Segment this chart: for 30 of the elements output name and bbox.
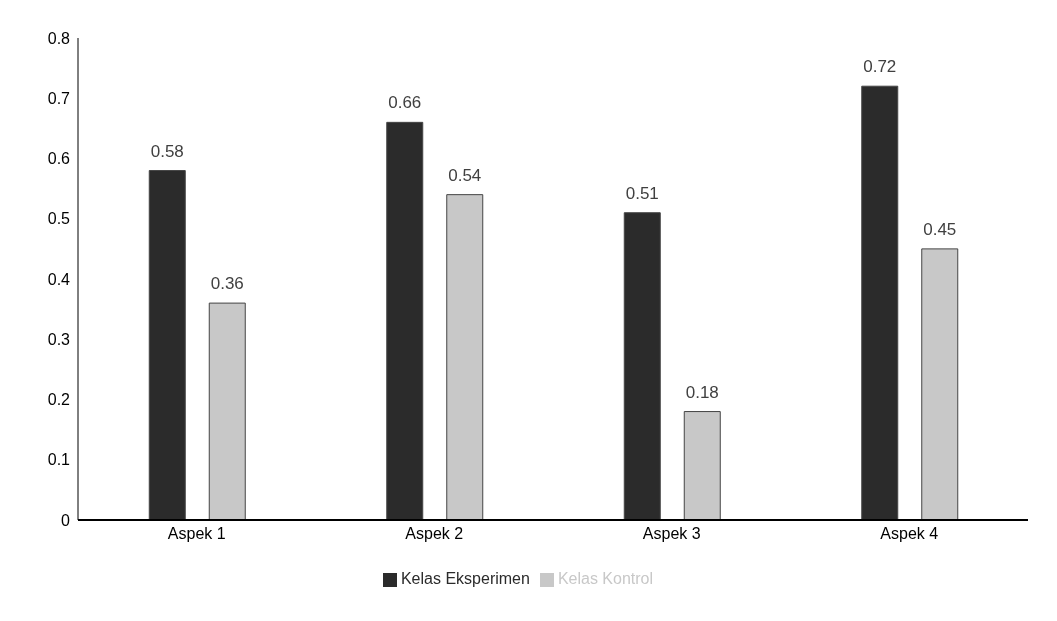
legend-label: Kelas Eksperimen xyxy=(400,570,530,587)
bar xyxy=(861,85,899,520)
data-label: 0.51 xyxy=(625,183,659,203)
data-label: 0.54 xyxy=(448,165,482,185)
bar xyxy=(623,212,661,520)
bar xyxy=(148,170,186,520)
data-label: 0.45 xyxy=(923,219,957,239)
y-tick-label: 0.7 xyxy=(47,89,71,107)
data-label: 0.66 xyxy=(388,93,422,113)
bar xyxy=(386,121,424,520)
y-tick-label: 0.3 xyxy=(47,330,71,348)
bar xyxy=(208,302,246,520)
x-tick-label: Aspek 2 xyxy=(405,525,464,543)
y-tick-label: 0 xyxy=(61,511,71,529)
y-tick-label: 0.5 xyxy=(47,210,71,228)
x-tick-label: Aspek 1 xyxy=(167,525,226,543)
y-tick-label: 0.4 xyxy=(47,270,71,288)
y-tick-label: 0.6 xyxy=(47,150,71,168)
data-label: 0.36 xyxy=(210,274,244,294)
x-tick-label: Aspek 3 xyxy=(642,525,701,543)
data-label: 0.72 xyxy=(863,57,897,77)
data-label: 0.18 xyxy=(685,382,719,402)
y-tick-label: 0.8 xyxy=(47,29,71,47)
bar xyxy=(683,411,721,520)
x-tick-label: Aspek 4 xyxy=(880,525,939,543)
y-tick-label: 0.2 xyxy=(47,391,71,409)
y-tick-label: 0.1 xyxy=(47,451,71,469)
data-label: 0.58 xyxy=(150,141,184,161)
bar xyxy=(446,194,484,520)
bar xyxy=(921,248,959,520)
